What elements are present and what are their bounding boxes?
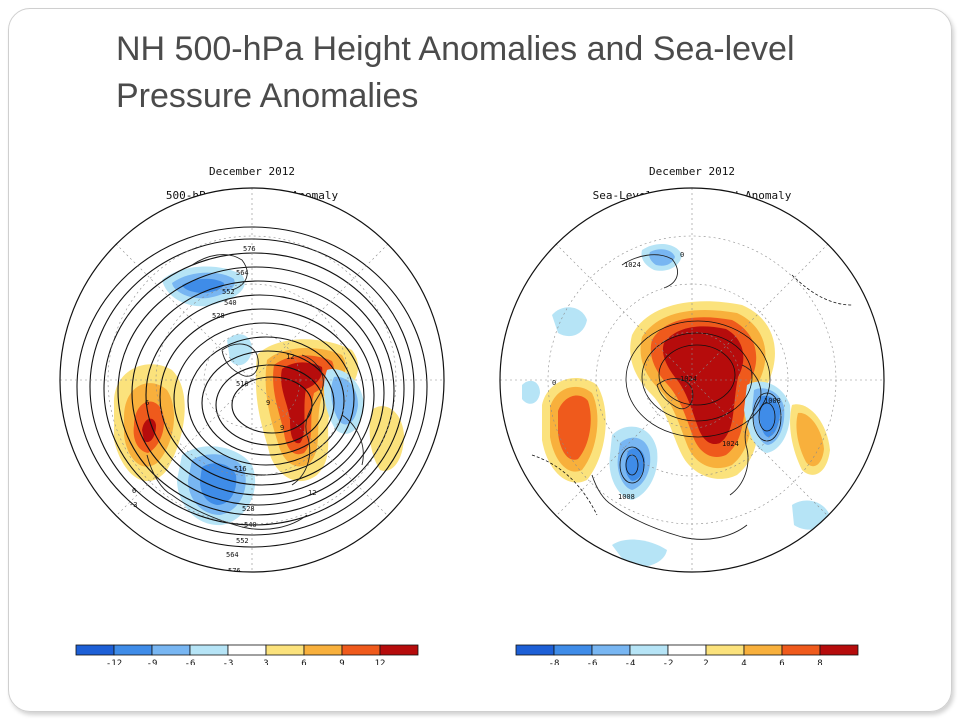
anomaly-label: 6 [145, 399, 149, 407]
height-anomaly-colorbar: -12 -9 -6 -3 3 6 9 12 [75, 644, 419, 665]
continent-outlines [146, 254, 364, 530]
contour-label: 516 [234, 465, 247, 473]
contour-label: 516 [236, 380, 249, 388]
anomaly-label: 9 [280, 424, 284, 432]
graticule [500, 188, 884, 572]
colorbar-swatch [341, 644, 381, 656]
colorbar-tick-label: -4 [625, 659, 636, 665]
map-boundary [59, 187, 445, 573]
colorbar-tick-label: -8 [549, 659, 560, 665]
colorbar-tick-label: 12 [375, 659, 386, 665]
pressure-label: 0 [840, 502, 844, 510]
slide-frame [8, 8, 952, 712]
contour-label: 576 [243, 245, 256, 253]
colorbar-swatch [743, 644, 783, 656]
height-anomaly-map-panel: December 2012 500-hPa Height and Anomaly [52, 155, 452, 665]
pressure-label: 1024 [680, 375, 697, 383]
slp-anomaly-colorbar: -8 -6 -4 -2 2 4 6 8 [515, 644, 859, 665]
contour-label: 528 [212, 312, 225, 320]
colorbar-tick-label: -6 [185, 659, 196, 665]
contour-label: 540 [224, 299, 237, 307]
graticule [60, 188, 444, 572]
colorbar-swatch [113, 644, 153, 656]
height-contours [76, 226, 428, 548]
colorbar-tick-label: -6 [587, 659, 598, 665]
contour-label: 576 [228, 567, 241, 575]
anomaly-label: 9 [266, 399, 270, 407]
pressure-label: 1008 [618, 493, 635, 501]
pressure-label: 1008 [764, 397, 781, 405]
colorbar-swatch [553, 644, 593, 656]
colorbar-tick-label: 6 [301, 659, 306, 665]
colorbar-swatch [667, 644, 707, 656]
pressure-label: 0 [552, 379, 556, 387]
colorbar-swatch [265, 644, 305, 656]
contour-label: 528 [242, 505, 255, 513]
map-boundary [499, 187, 885, 573]
colorbar-swatch [379, 644, 419, 656]
colorbar-tick-label: -12 [106, 659, 122, 665]
contour-label: 552 [236, 537, 249, 545]
colorbar-swatch [227, 644, 267, 656]
pressure-label: 1024 [722, 440, 739, 448]
colorbar-tick-label: -2 [663, 659, 674, 665]
anomaly-label: 6 [132, 487, 136, 495]
colorbar-swatch [591, 644, 631, 656]
colorbar-swatch [515, 644, 555, 656]
colorbar-swatch [781, 644, 821, 656]
height-contour-labels: 576 564 552 540 528 516 516 528 540 552 … [212, 245, 257, 575]
colorbar-swatch [151, 644, 191, 656]
contour-label: 540 [244, 521, 257, 529]
anomaly-label: -3 [129, 501, 137, 509]
colorbar-swatch [629, 644, 669, 656]
slp-anomaly-map-svg: December 2012 Sea-Level Pressure and Ano… [499, 165, 885, 665]
anomaly-labels: 12 12 9 9 6 6 -3 [129, 353, 316, 509]
colorbar-swatch [705, 644, 745, 656]
map-disc: 1024 1024 1024 1008 1008 0 0 0 [500, 188, 884, 572]
colorbar-tick-label: 2 [703, 659, 708, 665]
map-disc: 576 564 552 540 528 516 516 528 540 552 … [60, 188, 444, 575]
map-month-label: December 2012 [649, 165, 735, 178]
anomaly-label: 12 [308, 489, 316, 497]
map-month-label: December 2012 [209, 165, 295, 178]
colorbar-swatch [303, 644, 343, 656]
colorbar-swatch [75, 644, 115, 656]
colorbar-tick-label: 9 [339, 659, 344, 665]
slide-title: NH 500-hPa Height Anomalies and Sea-leve… [116, 30, 795, 115]
colorbar-tick-label: 6 [779, 659, 784, 665]
contour-label: 564 [236, 269, 249, 277]
colorbar-tick-label: 3 [263, 659, 268, 665]
pressure-contours [531, 274, 853, 516]
anomaly-label: 12 [286, 353, 294, 361]
slp-anomaly-map-panel: December 2012 Sea-Level Pressure and Ano… [492, 155, 892, 665]
pressure-label: 0 [680, 251, 684, 259]
colorbar-tick-label: 4 [741, 659, 746, 665]
colorbar-tick-label: -9 [147, 659, 158, 665]
contour-label: 552 [222, 288, 235, 296]
pressure-label: 1024 [624, 261, 641, 269]
height-anomaly-map-svg: December 2012 500-hPa Height and Anomaly [59, 165, 445, 665]
colorbar-swatch [189, 644, 229, 656]
colorbar-swatch [819, 644, 859, 656]
contour-label: 564 [226, 551, 239, 559]
colorbar-tick-label: 8 [817, 659, 822, 665]
colorbar-tick-label: -3 [223, 659, 234, 665]
